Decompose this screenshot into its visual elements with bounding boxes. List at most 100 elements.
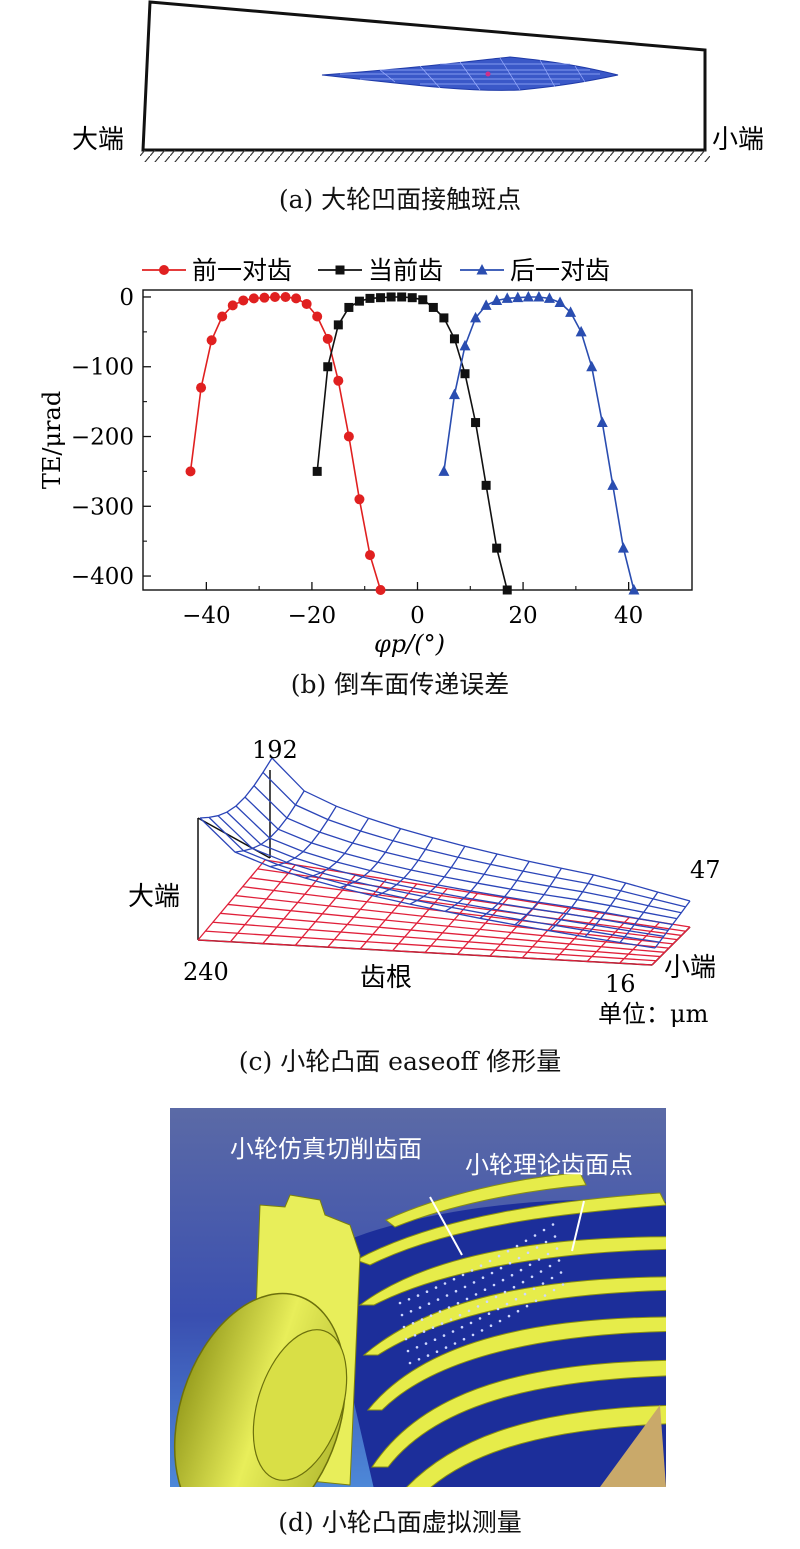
label-tooth-root: 齿根 <box>360 963 412 993</box>
label-unit: 单位：μm <box>598 1000 709 1028</box>
blue-grid-line <box>235 805 673 926</box>
label-big-end-a: 大端 <box>72 125 124 155</box>
te-chart: −40 −20 0 20 400−100−200−300−400φp/(°)TE/μra… <box>38 256 693 658</box>
theory-point <box>510 1273 514 1277</box>
theory-point <box>521 1280 525 1284</box>
theory-point <box>452 1277 456 1281</box>
theory-point <box>408 1361 412 1365</box>
label-sim-surface: 小轮仿真切削齿面 <box>230 1135 422 1163</box>
red-grid-line <box>619 921 661 964</box>
data-point <box>159 265 169 275</box>
theory-point <box>501 1278 505 1282</box>
red-grid-line <box>250 877 682 937</box>
data-point <box>586 360 598 372</box>
theory-point <box>467 1309 471 1313</box>
x-axis-label: φp/(°) <box>374 630 445 658</box>
data-point <box>217 311 228 322</box>
theory-point <box>525 1304 529 1308</box>
data-point <box>397 292 407 302</box>
theory-point <box>485 1300 489 1303</box>
theory-point <box>506 1249 510 1253</box>
theory-point <box>453 1342 457 1345</box>
theory-point <box>438 1310 442 1313</box>
theory-point <box>544 1240 548 1244</box>
label-theory-points: 小轮理论齿面点 <box>465 1151 633 1179</box>
theory-point <box>436 1298 440 1301</box>
red-grid-line <box>229 864 296 943</box>
theory-point <box>429 1314 433 1317</box>
blue-grid-line <box>304 817 370 879</box>
data-point <box>312 466 322 476</box>
theory-point <box>411 1322 415 1325</box>
cylinder-shaft <box>173 1292 348 1487</box>
data-point <box>312 311 323 322</box>
theory-point <box>534 1299 538 1303</box>
theory-point <box>552 1288 556 1292</box>
theory-point <box>503 1290 507 1294</box>
theory-point <box>550 1276 554 1280</box>
data-point <box>448 388 460 400</box>
theory-point <box>433 1338 437 1341</box>
y-axis-label: TE/μrad <box>38 391 66 489</box>
blue-grid-line <box>584 882 627 938</box>
theory-point <box>555 1247 559 1250</box>
data-point <box>480 299 492 310</box>
data-point <box>565 306 577 317</box>
theory-point <box>465 1297 469 1301</box>
theory-point <box>546 1252 550 1256</box>
theory-point <box>523 1292 527 1296</box>
data-point <box>439 313 449 323</box>
data-point <box>543 292 555 303</box>
theory-point <box>551 1223 555 1226</box>
data-point <box>575 325 587 337</box>
data-point <box>301 298 312 309</box>
easeoff-surface-figure: 192 47 240 16 大端 小端 齿根 单位：μm <box>128 736 721 1028</box>
theory-point <box>537 1258 541 1261</box>
red-grid-line <box>205 930 657 962</box>
data-point <box>375 585 386 595</box>
theory-point <box>413 1334 417 1337</box>
theory-point <box>445 1294 449 1297</box>
theory-point <box>443 1282 447 1285</box>
theory-point <box>404 1337 408 1341</box>
data-point <box>476 264 488 275</box>
value-16: 16 <box>605 970 636 998</box>
virtual-measurement-render: 小轮仿真切削齿面 小轮理论齿面点 <box>170 1108 666 1487</box>
data-point <box>502 585 512 595</box>
theory-point <box>400 1313 404 1317</box>
red-reference-grid <box>197 859 691 966</box>
theory-point <box>478 1317 482 1320</box>
red-grid-line <box>651 926 691 966</box>
theory-point <box>442 1334 446 1337</box>
data-point <box>206 335 217 346</box>
data-point <box>354 494 365 505</box>
data-point <box>459 339 471 351</box>
theory-point <box>532 1287 536 1291</box>
blue-grid-line <box>271 757 691 902</box>
red-grid-line <box>212 921 661 958</box>
theory-point <box>516 1309 520 1313</box>
data-point <box>322 333 333 344</box>
theory-point <box>542 1228 546 1232</box>
y-tick-label: −200 <box>71 425 134 451</box>
blue-grid-line <box>253 785 682 914</box>
data-point <box>471 418 481 428</box>
data-point <box>418 295 428 305</box>
data-point <box>617 542 629 553</box>
theory-point <box>469 1321 473 1325</box>
y-tick-label: −300 <box>71 494 134 520</box>
theory-point <box>519 1268 523 1272</box>
red-grid-line <box>262 869 327 944</box>
red-grid-line <box>197 859 266 941</box>
theory-point <box>460 1325 464 1329</box>
data-point <box>343 431 354 442</box>
red-grid-line <box>424 893 478 953</box>
panel-b: −40 −20 0 20 40 0 −100 −200 −300 −400 φp/(°) TE/μra… <box>0 240 800 710</box>
blue-grid-line <box>199 757 273 819</box>
blue-grid-line <box>208 816 660 943</box>
theory-point-array <box>398 1223 565 1365</box>
blue-grid-line <box>217 815 664 937</box>
blue-grid-line <box>409 845 466 905</box>
theory-point <box>489 1324 493 1327</box>
data-point <box>407 293 417 303</box>
